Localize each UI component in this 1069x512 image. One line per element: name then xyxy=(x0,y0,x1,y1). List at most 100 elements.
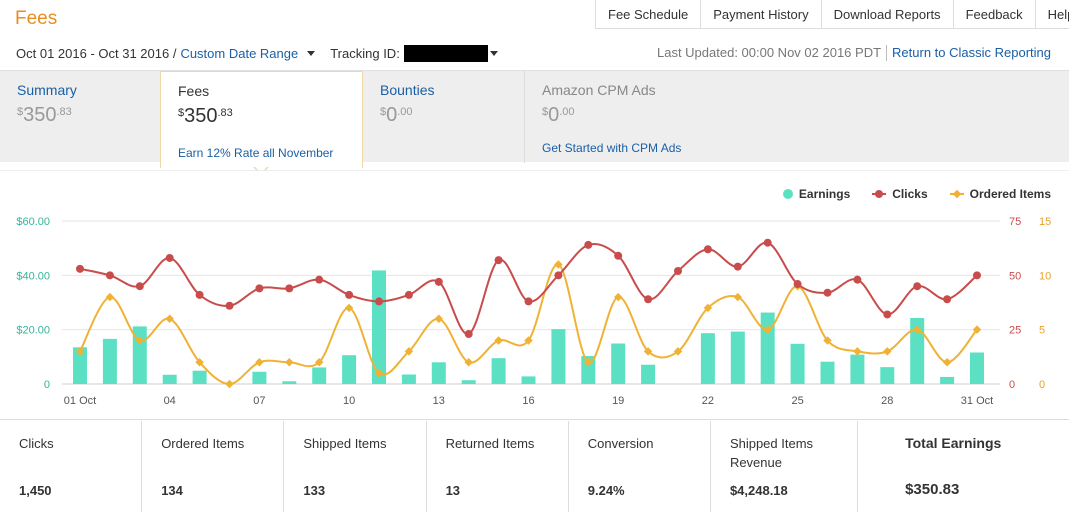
chart-canvas: 0 0 0 $20.00 25 5 $40.00 50 10 $60.00 75 15 01 Oct 04… xyxy=(16,216,1051,407)
x-tick-label: 19 xyxy=(612,395,624,407)
y-tick-label-left: $20.00 xyxy=(16,325,50,337)
tab-summary[interactable]: Summary $350.83 xyxy=(0,71,160,163)
tab-label: Fees xyxy=(178,83,210,99)
ordered-items-point xyxy=(135,336,145,345)
earnings-bar xyxy=(730,331,745,384)
ordered-items-point xyxy=(883,347,892,356)
clicks-point xyxy=(674,266,682,275)
y-tick-label-left: 0 xyxy=(44,379,50,391)
ordered-items-point xyxy=(285,358,294,367)
tab-fees[interactable]: Fees $350.83 Earn 12% Rate all November xyxy=(160,71,363,168)
earnings-bar xyxy=(282,381,297,384)
y-tick-label-clicks: 25 xyxy=(1009,325,1021,337)
ordered-items-point xyxy=(165,314,174,324)
divider xyxy=(886,45,888,61)
download-reports-link[interactable]: Download Reports xyxy=(822,0,954,29)
stats-bar: Clicks 1,450 Ordered Items 134 Shipped Ite… xyxy=(0,421,1069,512)
page-title: Fees xyxy=(15,8,58,29)
fee-schedule-link[interactable]: Fee Schedule xyxy=(596,0,702,29)
stat-conversion: Conversion 9.24% xyxy=(569,421,711,512)
earnings-chart: 0 0 0 $20.00 25 5 $40.00 50 10 $60.00 75 15 01 Oct 04… xyxy=(0,170,1069,420)
clicks-point xyxy=(315,275,324,284)
earnings-bar xyxy=(162,374,177,384)
tab-label: Summary xyxy=(17,82,77,98)
clicks-point xyxy=(195,290,204,299)
ordered-items-point xyxy=(643,347,653,356)
tracking-id-select[interactable] xyxy=(403,45,488,62)
tab-amount: $350.83 xyxy=(178,105,233,127)
x-tick-label: 16 xyxy=(522,395,534,407)
clicks-point xyxy=(823,288,832,297)
ordered-items-point xyxy=(314,358,324,367)
clicks-point xyxy=(165,253,174,262)
clicks-point xyxy=(554,271,563,280)
ordered-items-point xyxy=(853,347,862,356)
y-tick-label-left: $40.00 xyxy=(16,270,50,282)
clicks-point xyxy=(703,245,712,254)
y-tick-label-ordered: 15 xyxy=(1039,216,1051,228)
date-range-text: Oct 01 2016 - Oct 31 2016 / xyxy=(16,46,177,61)
earnings-bar xyxy=(372,270,386,384)
chevron-down-icon[interactable] xyxy=(307,51,316,56)
clicks-point xyxy=(973,271,981,280)
summary-tabs: Summary $350.83 Fees $350.83 Earn 12% Ra… xyxy=(0,70,1069,168)
ordered-items-legend-icon xyxy=(949,189,964,199)
clicks-point xyxy=(135,282,144,291)
clicks-point xyxy=(943,295,952,304)
earnings-bar xyxy=(940,376,955,384)
tab-bounties[interactable]: Bounties $0.00 xyxy=(363,71,525,163)
stat-shipped-revenue: Shipped Items Revenue $4,248.18 xyxy=(711,421,859,512)
earnings-bar xyxy=(521,376,536,384)
help-link[interactable]: Help xyxy=(1036,0,1069,29)
payment-history-link[interactable]: Payment History xyxy=(701,0,822,29)
custom-date-range-link[interactable]: Custom Date Range xyxy=(180,46,299,61)
cpm-ads-link[interactable]: Get Started with CPM Ads xyxy=(542,141,682,155)
clicks-point xyxy=(105,271,114,280)
ordered-items-point xyxy=(374,368,384,378)
ordered-items-point xyxy=(584,358,593,367)
clicks-point xyxy=(644,295,653,304)
tab-label: Amazon CPM Ads xyxy=(542,82,656,98)
ordered-items-point xyxy=(344,303,354,313)
ordered-items-point xyxy=(404,347,414,356)
legend-item-earnings[interactable]: Earnings xyxy=(782,187,850,201)
earnings-bar xyxy=(820,361,835,384)
clicks-point xyxy=(285,284,294,293)
clicks-point xyxy=(345,290,354,299)
feedback-link[interactable]: Feedback xyxy=(954,0,1036,29)
earn-rate-link[interactable]: Earn 12% Rate all November xyxy=(178,146,334,160)
earnings-bar xyxy=(880,367,895,384)
earnings-bar xyxy=(611,343,626,384)
return-classic-link[interactable]: Return to Classic Reporting xyxy=(892,45,1051,60)
clicks-point xyxy=(883,310,892,319)
clicks-point xyxy=(225,301,234,310)
ordered-items-point xyxy=(434,314,444,324)
earnings-bar xyxy=(192,370,207,384)
clicks-point xyxy=(584,240,593,249)
clicks-point xyxy=(464,330,473,339)
earnings-bar xyxy=(342,355,357,384)
tab-cpm-ads[interactable]: Amazon CPM Ads $0.00 Get Started with CP… xyxy=(524,71,724,163)
clicks-point xyxy=(763,238,772,247)
stat-shipped-items: Shipped Items 133 xyxy=(284,421,427,512)
y-tick-label-clicks: 75 xyxy=(1009,216,1021,228)
earnings-bar xyxy=(312,367,327,384)
x-tick-label: 28 xyxy=(881,395,893,407)
tab-label: Bounties xyxy=(380,82,435,98)
earnings-bar xyxy=(401,374,416,384)
tab-amount: $350.83 xyxy=(17,104,72,126)
clicks-line xyxy=(79,241,978,336)
clicks-point xyxy=(404,290,413,299)
earnings-bar xyxy=(700,333,715,384)
chevron-down-icon[interactable] xyxy=(489,51,498,56)
clicks-point xyxy=(255,284,264,293)
earnings-bar xyxy=(102,338,117,384)
clicks-point xyxy=(494,256,503,265)
y-tick-label-clicks: 0 xyxy=(1009,379,1015,391)
top-nav: Fee Schedule Payment History Download Re… xyxy=(595,0,1069,29)
earnings-bar xyxy=(551,329,566,384)
legend-item-ordered-items[interactable]: Ordered Items xyxy=(949,187,1051,201)
legend-item-clicks[interactable]: Clicks xyxy=(872,187,928,201)
date-filter-row: Oct 01 2016 - Oct 31 2016 / Custom Date … xyxy=(16,45,498,62)
stat-returned-items: Returned Items 13 xyxy=(427,421,569,512)
